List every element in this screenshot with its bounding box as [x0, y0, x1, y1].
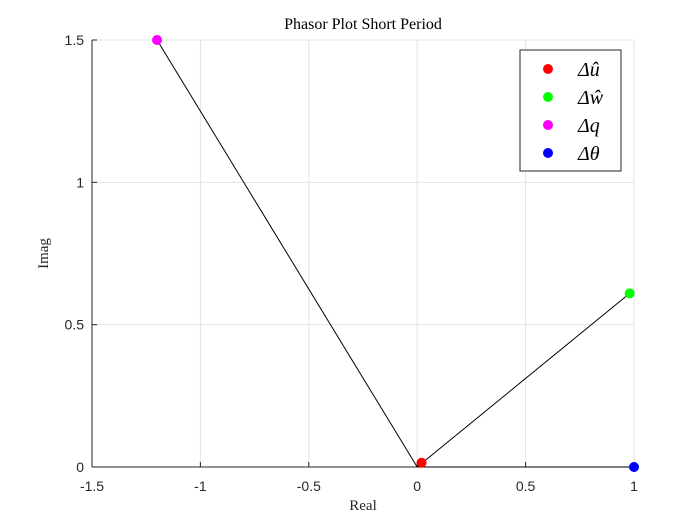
data-point — [152, 35, 163, 45]
legend-marker — [543, 92, 553, 102]
y-tick-label: 1.5 — [65, 32, 85, 48]
x-tick-label: -0.5 — [297, 478, 321, 494]
chart-title: Phasor Plot Short Period — [284, 16, 442, 33]
legend-label: Δθ — [577, 143, 600, 165]
y-tick-label: 1 — [76, 174, 84, 190]
x-axis-title: Real — [349, 498, 377, 514]
legend-label: Δû — [577, 59, 600, 81]
data-point — [624, 288, 635, 299]
phasor-line — [416, 292, 630, 468]
x-tick-label: -1 — [194, 478, 207, 494]
phasor-lines — [156, 39, 634, 468]
legend-box — [519, 49, 622, 172]
data-points — [152, 35, 639, 472]
x-tick-label: -1.5 — [80, 478, 104, 494]
phasor-line — [156, 39, 418, 468]
y-tick-label: 0 — [76, 459, 84, 475]
x-tick-label: 0 — [413, 478, 421, 494]
data-point — [629, 462, 639, 472]
x-tick-label: 0.5 — [516, 478, 536, 494]
legend: Δû Δŵ Δq Δθ — [519, 49, 622, 172]
tick-labels: -1.5 -1 -0.5 0 0.5 1 0 0.5 1 1.5 — [65, 32, 639, 494]
data-point — [416, 457, 427, 468]
y-tick-label: 0.5 — [65, 317, 85, 333]
legend-marker — [543, 64, 553, 74]
legend-label: Δŵ — [577, 87, 604, 109]
legend-label: Δq — [577, 115, 600, 137]
y-axis-title: Imag — [36, 238, 52, 269]
legend-marker — [543, 148, 553, 158]
legend-marker — [543, 120, 553, 130]
x-tick-label: 1 — [630, 478, 638, 494]
